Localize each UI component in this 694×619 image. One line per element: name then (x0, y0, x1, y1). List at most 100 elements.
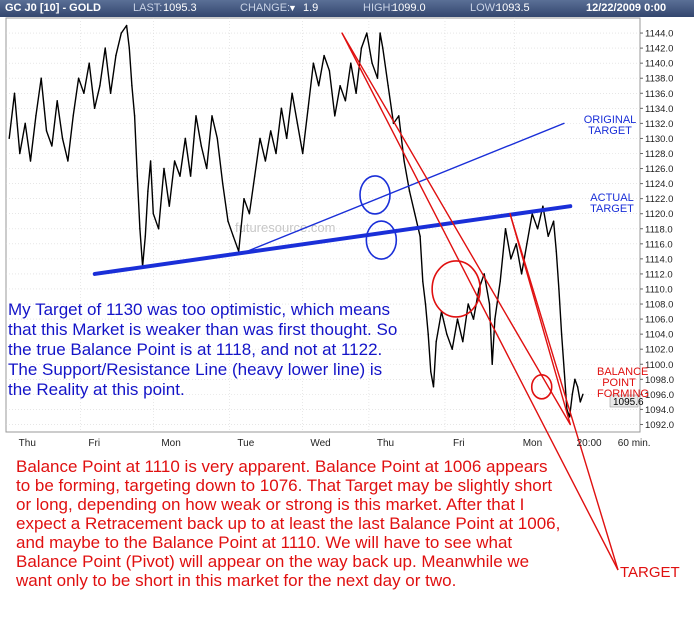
price-point (227, 220, 229, 222)
y-tick-label: 1116.0 (645, 239, 673, 250)
price-point (139, 228, 141, 230)
price-point (483, 273, 485, 275)
price-point (467, 303, 469, 305)
price-point (40, 77, 42, 79)
y-tick-label: 1096.0 (645, 390, 674, 401)
y-tick-label: 1136.0 (645, 89, 673, 100)
price-point (515, 243, 517, 245)
price-point (184, 137, 187, 140)
price-line (8, 24, 584, 418)
target-line (341, 32, 619, 571)
last-price-tag-box (609, 394, 639, 408)
price-point (286, 137, 288, 140)
price-point (360, 47, 363, 49)
last-label: LAST: (133, 2, 163, 14)
price-point (462, 340, 464, 343)
y-tick-label: 1140.0 (645, 59, 673, 70)
price-point (243, 197, 245, 200)
price-point (232, 235, 235, 237)
price-point (109, 92, 112, 94)
price-point (72, 115, 74, 117)
price-point (427, 333, 429, 335)
y-tick-label: 1124.0 (645, 179, 673, 190)
y-tick-label: 1132.0 (645, 119, 673, 130)
price-point (128, 47, 130, 49)
highlight-circles (359, 175, 553, 400)
watermark: futuresource.com (235, 220, 335, 235)
price-point (200, 145, 203, 147)
price-point (456, 318, 459, 320)
y-tick-label: 1112.0 (645, 269, 673, 280)
price-point (45, 130, 48, 132)
price-point (491, 363, 493, 365)
price-point (312, 62, 315, 64)
price-point (323, 54, 325, 57)
price-point (430, 371, 432, 373)
y-tick-label: 1128.0 (645, 149, 673, 160)
price-point (253, 175, 256, 177)
price-series (8, 24, 584, 418)
price-point (571, 393, 573, 396)
price-point (582, 393, 584, 396)
y-tick-label: 1130.0 (645, 134, 673, 145)
price-point (435, 340, 437, 343)
price-point (558, 288, 560, 290)
highlight-circle (365, 220, 398, 260)
price-point (334, 115, 336, 117)
price-point (494, 318, 496, 320)
y-tick-label: 1126.0 (645, 164, 673, 175)
price-point (248, 213, 251, 215)
price-point (510, 258, 512, 260)
trend-line-original (246, 122, 565, 253)
price-point (216, 137, 219, 140)
price-point (328, 69, 331, 72)
last-price-tag-text: 1095.6 (613, 397, 644, 408)
x-tick-label: Fri (453, 438, 465, 449)
trend-line-down-1 (341, 32, 571, 426)
price-point (131, 85, 133, 87)
target-line-2 (509, 213, 619, 571)
price-point (173, 160, 176, 162)
price-point (88, 62, 90, 64)
price-point (205, 167, 208, 170)
price-point (478, 288, 480, 290)
price-point (67, 160, 69, 162)
y-tick-label: 1100.0 (645, 360, 673, 371)
price-point (302, 152, 304, 155)
price-point (339, 85, 341, 87)
chart-header: GC J0 [10] - GOLD LAST: 1095.3 CHANGE: ▼… (0, 0, 694, 17)
price-point (275, 152, 277, 155)
high-label: HIGH: (363, 2, 394, 14)
price-point (8, 137, 10, 140)
x-tick-label: Fri (88, 438, 100, 449)
price-point (280, 107, 283, 110)
price-point (451, 348, 453, 350)
price-point (259, 137, 261, 140)
red-note: Balance Point at 1110 is very apparent. … (16, 457, 561, 590)
highlight-circle (431, 260, 481, 318)
price-point (179, 175, 181, 177)
y-tick-label: 1104.0 (645, 330, 673, 341)
price-point (149, 160, 152, 162)
price-point (133, 115, 136, 117)
price-point (552, 220, 555, 222)
price-point (104, 47, 106, 49)
price-point (51, 145, 53, 147)
x-tick-label: Thu (19, 438, 36, 449)
price-point (29, 160, 32, 162)
price-point (344, 100, 347, 102)
price-point (422, 280, 424, 283)
price-point (371, 62, 373, 64)
change-arrow-icon: ▼ (288, 3, 297, 13)
price-point (366, 32, 368, 34)
price-point (270, 130, 272, 132)
high-value: 1099.0 (392, 2, 426, 14)
price-point (574, 378, 576, 381)
price-point (221, 182, 224, 185)
price-point (56, 100, 58, 102)
price-point (424, 303, 427, 305)
change-label: CHANGE: (240, 2, 291, 14)
y-tick-label: 1120.0 (645, 209, 673, 220)
interval-label: 60 min. (618, 438, 651, 449)
price-point (144, 235, 146, 237)
